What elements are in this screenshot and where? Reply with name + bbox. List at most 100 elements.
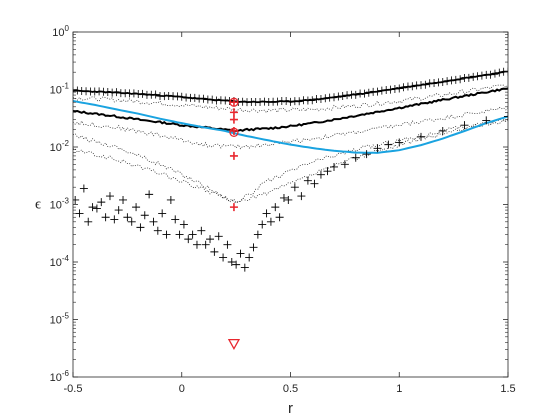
series-marker [395, 84, 404, 93]
scatter-point [84, 217, 93, 226]
scatter-point [271, 203, 280, 212]
scatter-point [227, 258, 236, 266]
series-marker [438, 77, 447, 86]
red-plus-marker [229, 151, 238, 160]
series-marker [338, 91, 347, 100]
scatter-point [310, 179, 319, 188]
y-tick-label: 10-1 [50, 82, 70, 97]
series-marker [286, 97, 295, 106]
scatter-point [197, 226, 206, 235]
scatter-point [373, 144, 382, 153]
scatter-point [92, 204, 101, 213]
scatter-point [323, 167, 332, 176]
scatter-point [340, 160, 349, 169]
series-marker [430, 78, 439, 87]
scatter-point [362, 150, 371, 159]
series-marker [473, 72, 482, 81]
scatter-point [460, 121, 469, 130]
series-line [73, 100, 508, 154]
series-marker [221, 96, 230, 105]
series-marker [151, 90, 160, 99]
series-marker [351, 90, 360, 99]
series-marker [308, 96, 317, 105]
series-marker [138, 89, 147, 98]
scatter-point [140, 211, 149, 220]
scatter-point [192, 240, 201, 249]
scatter-point [438, 126, 447, 135]
y-axis-label: ϵ [35, 197, 41, 213]
scatter-point [162, 230, 171, 239]
scatter-point [153, 226, 162, 235]
series-marker [190, 93, 199, 102]
series-marker [504, 67, 508, 76]
scatter-point [179, 220, 188, 229]
series-marker [377, 86, 386, 95]
plot-area [73, 67, 508, 351]
series-marker [177, 92, 186, 101]
scatter-point [149, 217, 158, 226]
scatter-point [166, 195, 175, 204]
scatter-point [119, 195, 128, 204]
scatter-point [101, 213, 110, 222]
scatter-point [145, 190, 154, 199]
red-circle-marker [229, 97, 239, 107]
scatter-point [275, 213, 284, 222]
series-marker [421, 80, 430, 89]
scatter-point [245, 253, 254, 262]
x-tick-label: 0 [179, 383, 185, 395]
series-marker [334, 92, 343, 101]
series-marker [451, 75, 460, 84]
series-marker [386, 85, 395, 94]
series-marker [364, 88, 373, 97]
scatter-point [249, 243, 258, 252]
scatter-point [384, 140, 393, 149]
axes: -0.5 0 0.5 1 1.5 10-6 10-5 10-4 10-3 10-2 10-1 100 [50, 24, 516, 395]
x-tick-label: -0.5 [64, 383, 83, 395]
series-marker [495, 68, 504, 77]
series-marker [490, 69, 499, 78]
y-tick-label: 10-2 [50, 139, 70, 154]
scatter-point [201, 240, 210, 249]
red-circle-marker [229, 127, 239, 137]
series-marker [238, 97, 247, 106]
red-plus-marker [229, 108, 238, 117]
series-marker [330, 93, 338, 102]
scatter-point [290, 183, 299, 192]
scatter-point [504, 112, 508, 121]
scatter-point [303, 176, 312, 185]
scatter-point [175, 230, 184, 239]
y-tick-label: 10-3 [50, 197, 70, 212]
series-marker [477, 71, 486, 80]
scatter-point [258, 220, 267, 229]
scatter-point [127, 217, 136, 226]
scatter-point [97, 198, 106, 207]
series-marker [464, 73, 473, 82]
scatter-point [266, 217, 275, 226]
red-plus-marker [229, 98, 238, 107]
x-tick-label: 0.5 [283, 383, 298, 395]
scatter-point [330, 162, 338, 171]
scatter-point [279, 193, 288, 202]
x-tick-label: 1.5 [500, 383, 515, 395]
series-marker [373, 87, 382, 96]
scatter-point [88, 203, 97, 212]
scatter-point [219, 253, 228, 262]
series-line [73, 119, 508, 203]
scatter-point [214, 232, 223, 241]
scatter-point [75, 209, 84, 218]
y-tick-label: 10-5 [50, 312, 70, 327]
series-marker [256, 97, 265, 106]
scatter-point [210, 247, 219, 256]
series-marker [321, 94, 330, 103]
scatter-point [262, 209, 271, 218]
series-marker [443, 77, 452, 86]
scatter-point [232, 260, 241, 269]
scatter-point [132, 203, 141, 212]
scatter-point [253, 230, 262, 239]
scatter-point [395, 138, 404, 147]
y-tick-label: 10-4 [50, 254, 70, 269]
series-marker [399, 83, 408, 92]
red-plus-marker [229, 115, 238, 124]
scatter-point [223, 240, 232, 249]
